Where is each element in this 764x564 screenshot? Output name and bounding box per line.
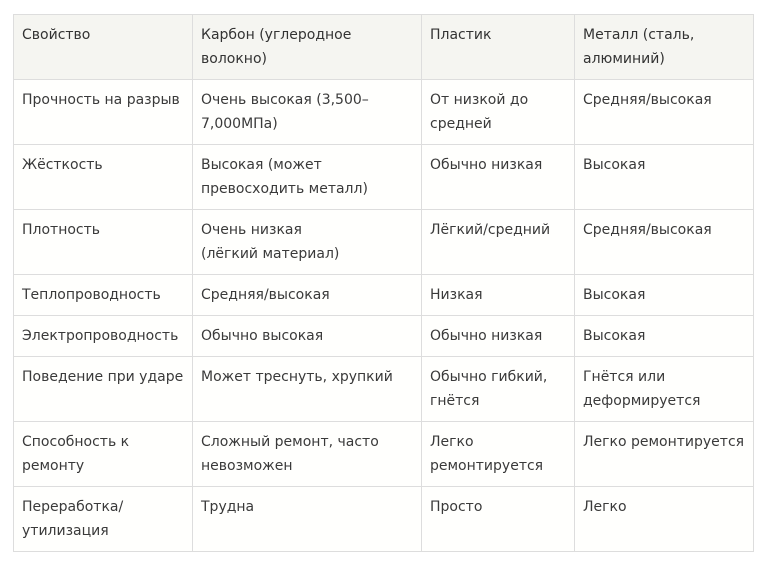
cell-text: Переработка/ утилизация [22,499,124,539]
cell-text: Электропроводность [22,328,179,344]
cell-plastic: Обычно гибкий, гнётся [421,356,575,422]
cell-plastic: Обычно низкая [421,144,575,210]
header-property-label: Свойство [22,27,91,43]
cell-text: Гнётся или деформируется [583,369,701,409]
cell-text: Способность к ремонту [22,434,130,474]
cell-carbon: Высокая (может превосходить металл) [192,144,422,210]
cell-carbon: Средняя/высокая [192,274,422,316]
cell-metal: Легко [574,486,754,552]
cell-text: Высокая (может превосходить металл) [201,157,368,197]
cell-plastic: Просто [421,486,575,552]
cell-text: Легко ремонтируется [430,434,544,474]
cell-text: Просто [430,499,483,515]
cell-carbon: Обычно высокая [192,315,422,357]
cell-text: Жёсткость [22,157,103,173]
cell-text: Средняя/высокая [583,222,712,238]
cell-text: Высокая [583,157,646,173]
cell-text: Теплопроводность [22,287,161,303]
cell-property: Электропроводность [13,315,193,357]
header-metal: Металл (сталь, алюминий) [574,14,754,80]
comparison-table: Свойство Карбон (углеродное волокно) Пла… [13,14,754,552]
cell-metal: Высокая [574,315,754,357]
cell-text: Обычно гибкий, гнётся [430,369,548,409]
header-metal-label: Металл (сталь, алюминий) [583,27,695,67]
cell-property: Теплопроводность [13,274,193,316]
cell-plastic: Легко ремонтируется [421,421,575,487]
cell-text: Высокая [583,328,646,344]
cell-text: Средняя/высокая [201,287,330,303]
cell-metal: Средняя/высокая [574,79,754,145]
cell-metal: Легко ремонтируется [574,421,754,487]
header-carbon: Карбон (углеродное волокно) [192,14,422,80]
cell-carbon: Может треснуть, хрупкий [192,356,422,422]
cell-metal: Гнётся или деформируется [574,356,754,422]
cell-metal: Высокая [574,144,754,210]
cell-property: Переработка/ утилизация [13,486,193,552]
cell-text: Прочность на разрыв [22,92,180,108]
cell-property: Прочность на разрыв [13,79,193,145]
cell-text: Может треснуть, хрупкий [201,369,393,385]
table-row: Переработка/ утилизация Трудна Просто Ле… [13,486,754,552]
cell-plastic: Лёгкий/средний [421,209,575,275]
table-row: Плотность Очень низкая (лёгкий материал)… [13,209,754,275]
cell-text: Очень низкая (лёгкий материал) [201,222,340,262]
header-carbon-label: Карбон (углеродное волокно) [201,27,352,67]
cell-text: От низкой до средней [430,92,529,132]
cell-text: Поведение при ударе [22,369,184,385]
table-row: Жёсткость Высокая (может превосходить ме… [13,144,754,210]
cell-text: Легко [583,499,627,515]
cell-plastic: От низкой до средней [421,79,575,145]
header-property: Свойство [13,14,193,80]
cell-text: Лёгкий/средний [430,222,551,238]
cell-text: Низкая [430,287,483,303]
header-row: Свойство Карбон (углеродное волокно) Пла… [13,14,754,80]
cell-text: Обычно высокая [201,328,324,344]
cell-carbon: Очень высокая (3,500– 7,000МПа) [192,79,422,145]
table-row: Теплопроводность Средняя/высокая Низкая … [13,274,754,316]
cell-text: Очень высокая (3,500– 7,000МПа) [201,92,369,132]
cell-property: Способность к ремонту [13,421,193,487]
cell-carbon: Очень низкая (лёгкий материал) [192,209,422,275]
table-row: Поведение при ударе Может треснуть, хруп… [13,356,754,422]
cell-text: Высокая [583,287,646,303]
cell-text: Обычно низкая [430,157,543,173]
cell-metal: Средняя/высокая [574,209,754,275]
cell-text: Плотность [22,222,101,238]
cell-carbon: Сложный ремонт, часто невозможен [192,421,422,487]
cell-metal: Высокая [574,274,754,316]
cell-property: Плотность [13,209,193,275]
cell-text: Средняя/высокая [583,92,712,108]
table-row: Электропроводность Обычно высокая Обычно… [13,315,754,357]
header-plastic-label: Пластик [430,27,492,43]
cell-plastic: Низкая [421,274,575,316]
table-row: Способность к ремонту Сложный ремонт, ча… [13,421,754,487]
cell-property: Жёсткость [13,144,193,210]
cell-text: Трудна [201,499,255,515]
cell-carbon: Трудна [192,486,422,552]
cell-text: Легко ремонтируется [583,434,745,450]
cell-text: Обычно низкая [430,328,543,344]
header-plastic: Пластик [421,14,575,80]
table-header: Свойство Карбон (углеродное волокно) Пла… [13,14,754,80]
cell-property: Поведение при ударе [13,356,193,422]
cell-plastic: Обычно низкая [421,315,575,357]
table-body: Прочность на разрыв Очень высокая (3,500… [13,79,754,552]
cell-text: Сложный ремонт, часто невозможен [201,434,379,474]
table-row: Прочность на разрыв Очень высокая (3,500… [13,79,754,145]
